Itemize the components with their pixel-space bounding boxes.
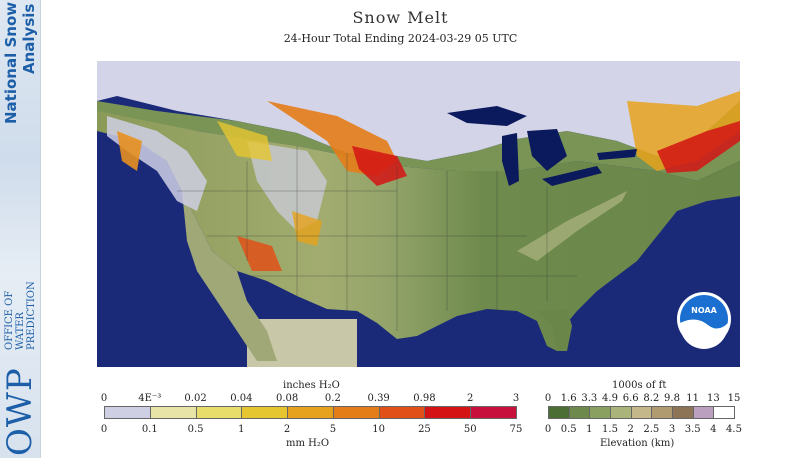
elev-legend-swatch	[589, 406, 611, 419]
elev-legend-swatch	[651, 406, 673, 419]
baja-land	[182, 191, 277, 361]
melt-legend-bottom-tick: 1	[238, 424, 245, 435]
melt-legend-swatch	[104, 406, 151, 419]
map-subtitle: 24-Hour Total Ending 2024-03-29 05 UTC	[283, 32, 518, 45]
noaa-logo-text: NOAA	[691, 306, 717, 315]
elev-legend-swatch	[610, 406, 632, 419]
colorado-melt-2	[292, 211, 322, 246]
melt-legend-top-label: inches H₂O	[283, 380, 340, 391]
elev-legend-bottom-tick: 1	[586, 424, 593, 435]
melt-legend-top-tick: 0.2	[324, 393, 341, 404]
map-title: Snow Melt	[352, 8, 449, 27]
elev-legend-swatch	[548, 406, 570, 419]
west-melt	[117, 131, 142, 171]
elev-legend-swatch	[672, 406, 694, 419]
elev-legend-top-tick: 0	[544, 393, 552, 404]
elev-legend-top-tick: 4.9	[602, 393, 618, 404]
owp-logo-line2: WATER	[15, 312, 26, 350]
melt-legend-swatch	[195, 406, 243, 419]
snow-melt-map: NOAA	[97, 61, 740, 367]
northeast-melt	[627, 91, 740, 171]
melt-legend-swatch	[287, 406, 334, 419]
lake-ontario	[597, 149, 637, 160]
elev-legend-bottom-tick: 2	[627, 424, 634, 435]
elev-legend-bottom-tick: 0	[544, 424, 552, 435]
lake-erie	[542, 166, 602, 186]
melt-legend-bottom-label: mm H₂O	[286, 438, 330, 449]
melt-legend-swatch	[241, 406, 289, 419]
rockies-snow	[247, 141, 327, 231]
melt-legend-swatch	[424, 406, 472, 419]
florida	[537, 309, 572, 351]
idaho-melt	[217, 121, 272, 161]
plains-melt-core	[352, 146, 407, 186]
elev-legend-swatch	[568, 406, 591, 419]
noaa-logo: NOAA	[677, 292, 731, 349]
elev-legend-bottom-tick: 4	[710, 424, 717, 435]
elev-legend-top-tick: 9.8	[664, 393, 680, 404]
melt-legend-bottom-tick: 0.5	[187, 424, 204, 435]
elev-legend-bottom-tick: 3	[668, 424, 676, 435]
melt-legend-top-tick: 0.08	[275, 393, 299, 404]
elev-legend-top-tick: 1.6	[560, 393, 577, 404]
canada-south	[97, 101, 740, 181]
elev-legend-top-tick: 8.2	[643, 393, 660, 404]
melt-legend-top-tick: 0.39	[367, 393, 390, 404]
melt-legend-bottom-tick: 5	[329, 424, 337, 435]
elev-legend-top-tick: 6.6	[622, 393, 639, 404]
colorado-melt	[237, 236, 282, 271]
elev-legend-top-tick: 11	[686, 393, 700, 404]
melt-legend-top-tick: 0	[100, 393, 108, 404]
melt-legend-bottom-tick: 75	[509, 424, 523, 435]
elev-legend-top-tick: 15	[727, 393, 741, 404]
elev-legend-top-tick: 3.3	[581, 393, 598, 404]
melt-legend-bottom-tick: 0	[100, 424, 108, 435]
owp-logo-line3: PREDICTION	[26, 281, 37, 350]
appalachian-ridge	[517, 191, 627, 261]
owp-logo: OWP	[0, 367, 40, 456]
elev-legend-bottom-tick: 0.5	[560, 424, 577, 435]
lake-michigan	[502, 133, 519, 186]
melt-legend-swatch	[470, 406, 517, 419]
elev-legend-swatch	[692, 406, 715, 419]
lake-huron	[527, 129, 567, 171]
elev-legend-swatch	[713, 406, 735, 419]
melt-legend-bottom-tick: 0.1	[141, 424, 158, 435]
elevation-legend-bottom-label: Elevation (km)	[600, 438, 675, 449]
canada-land	[97, 61, 740, 161]
melt-legend-top-tick: 0.98	[413, 393, 436, 404]
melt-legend-top-tick: 0.04	[230, 393, 253, 404]
melt-legend-swatch	[378, 406, 426, 419]
melt-legend-top-tick: 3	[512, 393, 520, 404]
northeast-melt-core	[657, 121, 740, 173]
melt-legend-top-tick: 0.02	[184, 393, 207, 404]
elev-legend-bottom-tick: 2.5	[643, 424, 660, 435]
elev-legend-swatch	[630, 406, 653, 419]
melt-legend-bottom-tick: 50	[463, 424, 477, 435]
branding-strip: National Snow Analysis OWP OFFICE OF WAT…	[0, 0, 41, 458]
melt-legend-bottom-tick: 2	[283, 424, 291, 435]
lake-superior	[447, 106, 527, 126]
elev-legend-bottom-tick: 1.5	[602, 424, 618, 435]
elev-legend-top-tick: 13	[706, 393, 720, 404]
elev-legend-bottom-tick: 4.5	[726, 424, 742, 435]
melt-legend-bottom-tick: 10	[372, 424, 386, 435]
elevation-legend-top-label: 1000s of ft	[612, 380, 667, 391]
state-boundaries	[177, 146, 577, 331]
melt-legend-swatch	[332, 406, 380, 419]
elev-legend-bottom-tick: 3.5	[684, 424, 701, 435]
melt-legend-top-tick: 2	[467, 393, 474, 404]
melt-legend-top-tick: 4E⁻³	[138, 393, 162, 404]
melt-legend-bottom-tick: 25	[418, 424, 431, 435]
owp-logo-line1: OFFICE OF	[4, 290, 15, 350]
melt-legend-swatch	[149, 406, 197, 419]
